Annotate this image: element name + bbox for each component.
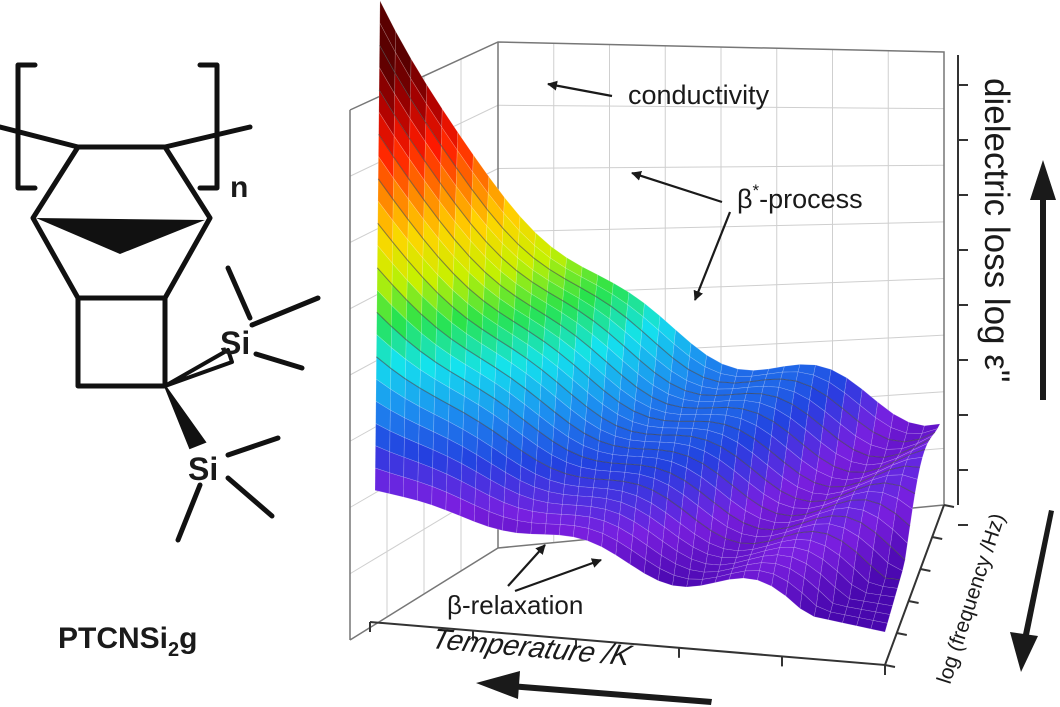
arrow-left — [476, 671, 712, 705]
surface-patch — [531, 511, 548, 525]
z-axis-ticks — [957, 55, 968, 526]
molecule-name-suffix: g — [179, 622, 197, 655]
solid-wedge-bond — [164, 385, 207, 450]
grid-line-horizontal — [497, 221, 945, 233]
surface-patch — [677, 420, 695, 429]
surface-patch — [530, 522, 547, 535]
surface-patch — [735, 368, 754, 377]
silicon-atom-upper: Si — [220, 325, 250, 361]
surface-patch — [627, 447, 644, 458]
surface-patch — [712, 400, 730, 409]
grid-line-horizontal — [497, 104, 945, 110]
surface-patch — [516, 520, 533, 535]
conductivity-label: conductivity — [628, 80, 770, 110]
surface-patch — [870, 620, 888, 633]
surface-patch — [745, 385, 764, 395]
surface-patch — [558, 524, 575, 538]
surface-patch — [678, 414, 697, 422]
y-axis-ticks — [884, 504, 955, 668]
hashed-wedge-bond — [163, 348, 234, 388]
beta-superscript: * — [753, 181, 760, 200]
surface-contour-line — [376, 356, 901, 581]
surface-contour-line — [378, 89, 931, 458]
y-tick — [943, 504, 955, 508]
y-tick — [884, 664, 896, 668]
x-axis-label: Temperature /K — [428, 624, 636, 673]
silicon-atom-lower: Si — [188, 451, 218, 487]
surface-patch — [559, 514, 576, 527]
surface-patch — [628, 439, 646, 450]
surface-patch — [703, 563, 721, 573]
arrow-up — [1030, 160, 1056, 400]
surface-patch — [593, 478, 610, 490]
z-axis-label: dielectric loss log ε" — [977, 78, 1016, 382]
surface-patch — [659, 434, 677, 444]
surface-patch — [388, 472, 404, 498]
surface-patch — [611, 454, 628, 465]
surface-patch — [576, 495, 593, 507]
arrow-down — [1010, 510, 1054, 672]
surface-patch — [693, 413, 712, 422]
left-bracket — [15, 62, 38, 191]
grid-line-horizontal — [497, 164, 945, 169]
beta-symbol: β — [737, 184, 753, 214]
annotation-arrows — [507, 80, 732, 593]
direction-arrows — [476, 160, 1056, 705]
beta-relaxation-label: β-relaxation — [447, 590, 583, 620]
surface-patch — [594, 469, 611, 481]
surface-patch — [560, 504, 578, 516]
surface-patch — [374, 467, 390, 495]
beta-star-process-label: β*-process — [737, 181, 863, 214]
dielectric-loss-surface — [374, 0, 941, 633]
surface-contour-line — [377, 222, 916, 503]
surface-patch — [710, 407, 729, 416]
surface-patch — [760, 554, 779, 564]
beta-process-text: -process — [759, 184, 863, 214]
molecule-name: PTCNSi2g — [58, 622, 197, 661]
surface-patch — [545, 513, 562, 525]
backbone-bond-left — [0, 124, 81, 150]
surface-patch — [563, 483, 580, 497]
y-tick — [932, 536, 943, 540]
molecule-name-main: PTCNSi — [58, 622, 168, 655]
surface-patch — [561, 494, 579, 506]
surface-patch — [686, 578, 703, 588]
surface-patch — [660, 427, 679, 436]
surface-patch — [646, 425, 664, 436]
cyclobutane-ring — [75, 295, 168, 389]
y-tick — [920, 568, 931, 572]
y-axis-label: log (frequency /Hz) — [933, 511, 1010, 687]
right-bracket — [197, 62, 220, 191]
surface-patch — [742, 570, 760, 581]
surface-contour-line — [379, 45, 936, 443]
repeat-subscript-n: n — [230, 171, 248, 204]
surface-patch — [544, 523, 561, 536]
surface-contour-line — [378, 134, 926, 473]
bridge-wedge — [36, 218, 205, 254]
chemical-structure — [0, 62, 321, 543]
backbone-bond-right — [162, 124, 253, 150]
surface-contour-line — [376, 267, 911, 527]
surface-patch — [577, 486, 594, 498]
molecule-name-subscript: 2 — [168, 639, 179, 661]
y-tick — [896, 632, 907, 636]
surface-patch — [763, 378, 782, 388]
x-axis-ticks — [369, 622, 886, 675]
surface-contour-line — [376, 311, 906, 561]
surface-patch — [403, 476, 419, 502]
surface-patch — [643, 441, 661, 451]
surface-patch — [546, 502, 563, 515]
surface-contour-line — [377, 178, 921, 488]
surface-patch — [609, 462, 627, 473]
y-tick — [908, 600, 919, 604]
